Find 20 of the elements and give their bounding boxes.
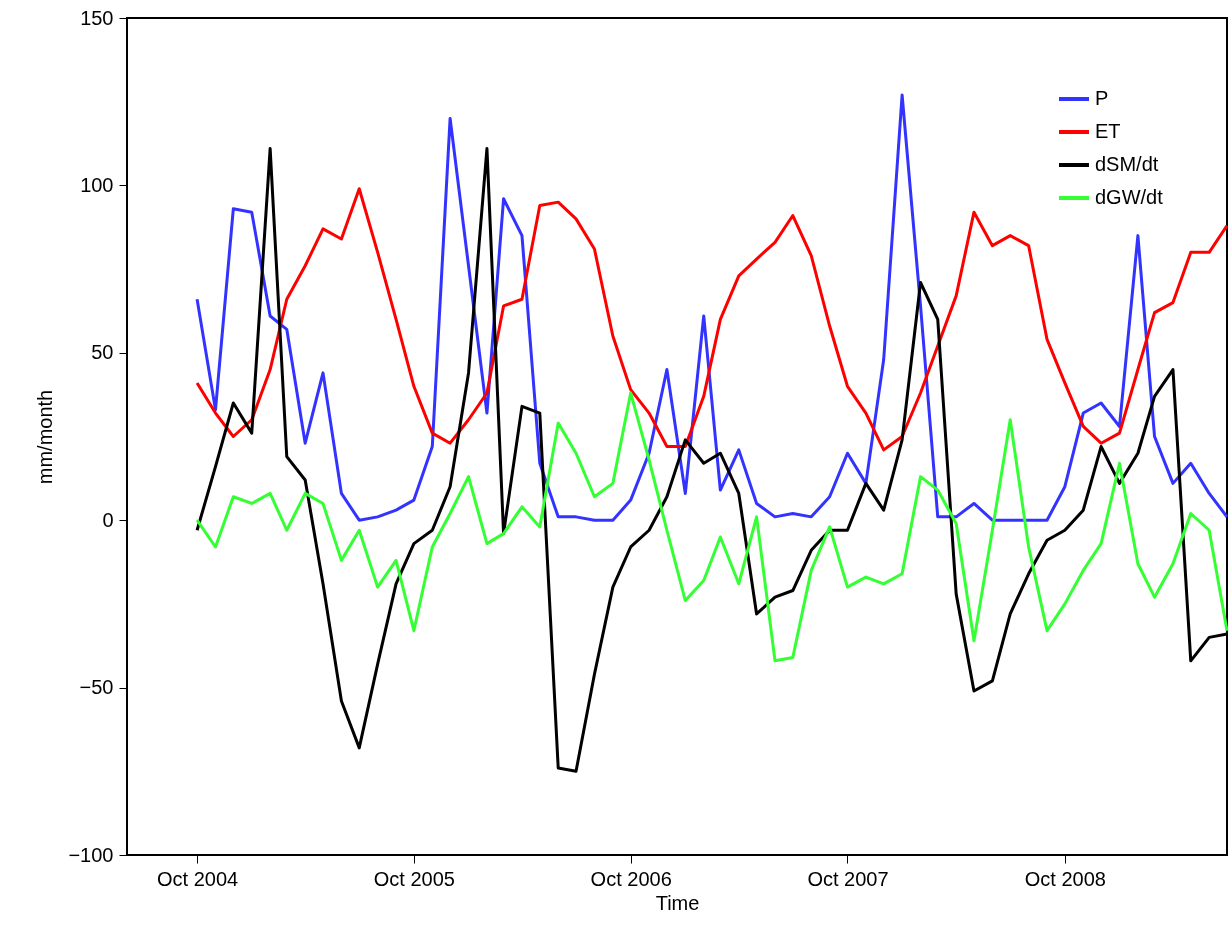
y-tick-label: 150 [80, 6, 114, 29]
legend-label: dGW/dt [1095, 186, 1164, 208]
x-tick-label: Oct 2004 [157, 867, 239, 890]
legend-label: dSM/dt [1095, 153, 1159, 175]
line-series [195, 391, 1229, 663]
y-tick-label: −100 [68, 843, 114, 866]
y-tick-label: −50 [79, 676, 114, 699]
line-series [195, 93, 1229, 522]
x-tick-label: Oct 2005 [373, 867, 455, 890]
x-tick-label: Oct 2008 [1024, 867, 1106, 890]
x-tick-label: Oct 2007 [807, 867, 889, 890]
y-tick-label: 100 [80, 173, 114, 196]
y-tick-label: 0 [102, 508, 114, 531]
y-tick-label: 50 [91, 341, 114, 364]
legend-label: P [1095, 87, 1109, 109]
y-axis-title: mm/month [34, 389, 57, 485]
x-tick-label: Oct 2006 [590, 867, 672, 890]
x-axis-title: Time [655, 891, 700, 914]
legend-label: ET [1095, 120, 1121, 142]
line-series [195, 187, 1229, 452]
